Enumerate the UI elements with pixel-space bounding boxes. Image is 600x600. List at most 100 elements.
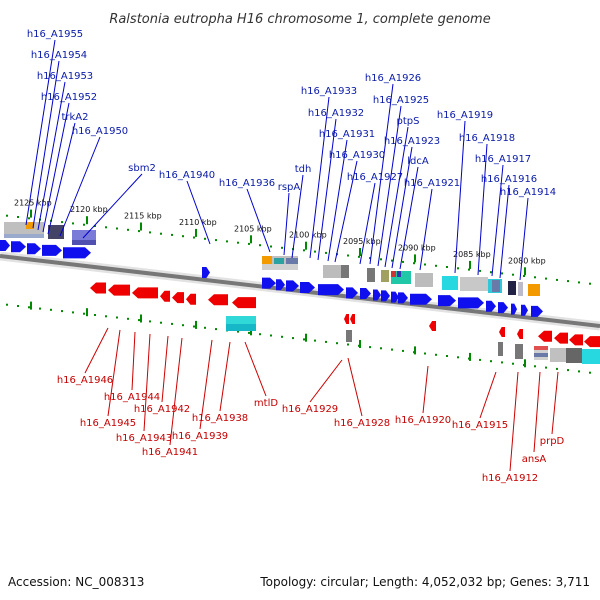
reverse-gene-arrow bbox=[186, 293, 196, 305]
tick-mark bbox=[182, 235, 184, 238]
tick-mark bbox=[237, 241, 239, 244]
scale-label: 2100 kbp bbox=[289, 231, 327, 240]
major-tick bbox=[250, 327, 252, 336]
leader-line bbox=[246, 188, 271, 253]
leader-line bbox=[199, 339, 213, 430]
leader-line bbox=[317, 118, 337, 261]
leader-line bbox=[477, 143, 488, 276]
scale-label: 2085 kbp bbox=[453, 250, 491, 259]
forward-gene-arrow bbox=[318, 284, 344, 296]
tick-mark bbox=[116, 316, 118, 319]
major-tick bbox=[86, 308, 88, 317]
scale-label: 2115 kbp bbox=[124, 212, 162, 221]
reverse-gene-arrow bbox=[172, 292, 184, 304]
feature-box bbox=[367, 268, 375, 282]
tick-mark bbox=[138, 319, 140, 322]
major-tick bbox=[524, 359, 526, 368]
forward-gene-arrow bbox=[360, 288, 371, 299]
forward-gene-arrow bbox=[410, 293, 432, 305]
major-tick bbox=[469, 352, 471, 361]
scale-label: 2105 kbp bbox=[234, 224, 272, 233]
forward-gene-arrow bbox=[0, 240, 10, 251]
forward-gene-arrow bbox=[276, 279, 285, 291]
gene-label: h16_A1920 bbox=[395, 415, 451, 426]
gene-label: h16_A1933 bbox=[301, 86, 357, 97]
leader-line bbox=[369, 83, 394, 265]
tick-mark bbox=[446, 266, 448, 268]
gene-label: h16_A1954 bbox=[31, 50, 87, 61]
scale-ticks-top bbox=[6, 214, 591, 285]
leader-line bbox=[219, 341, 231, 412]
feature-box bbox=[397, 271, 401, 277]
forward-gene-arrow bbox=[458, 297, 484, 309]
feature-box bbox=[582, 349, 600, 364]
major-tick bbox=[524, 267, 526, 276]
gene-label: h16_A1953 bbox=[37, 71, 93, 82]
major-tick bbox=[140, 222, 142, 231]
gene-label: tdh bbox=[295, 164, 312, 175]
tick-mark bbox=[237, 330, 239, 333]
major-tick bbox=[140, 314, 142, 323]
forward-gene-arrow bbox=[42, 244, 62, 256]
major-tick bbox=[305, 241, 307, 250]
major-tick bbox=[359, 248, 361, 256]
tick-mark bbox=[325, 340, 327, 343]
tick-mark bbox=[369, 346, 371, 349]
gene-label: h16_A1929 bbox=[282, 404, 338, 415]
tick-mark bbox=[391, 348, 393, 351]
forward-gene-arrow bbox=[63, 247, 91, 259]
tick-mark bbox=[303, 249, 305, 252]
gene-label: h16_A1945 bbox=[80, 418, 136, 429]
tick-mark bbox=[171, 322, 173, 325]
major-tick bbox=[414, 254, 416, 263]
gene-label: mtlD bbox=[254, 398, 278, 409]
feature-box bbox=[274, 258, 284, 264]
reverse-gene-arrow bbox=[569, 334, 583, 346]
feature-box bbox=[442, 276, 458, 290]
leader-line bbox=[309, 96, 330, 259]
forward-gene-arrow bbox=[486, 300, 496, 312]
feature-box bbox=[566, 348, 582, 363]
tick-mark bbox=[6, 303, 8, 306]
major-tick bbox=[195, 228, 197, 237]
major-tick bbox=[469, 260, 471, 269]
forward-gene-arrow bbox=[346, 287, 358, 299]
tick-mark bbox=[347, 254, 349, 257]
scale-label: 2125 kbp bbox=[14, 199, 52, 208]
gene-label: h16_A1952 bbox=[41, 92, 97, 103]
gene-label: h16_A1918 bbox=[459, 133, 515, 144]
forward-gene-arrow bbox=[11, 241, 26, 253]
scale-label: 2110 kbp bbox=[179, 218, 217, 227]
tick-mark bbox=[6, 214, 8, 217]
leader-line bbox=[327, 139, 348, 262]
tick-mark bbox=[215, 239, 217, 242]
tick-mark bbox=[193, 325, 195, 328]
leader-line bbox=[37, 81, 66, 231]
feature-box bbox=[534, 346, 548, 350]
leader-line bbox=[479, 371, 497, 419]
reverse-gene-arrow bbox=[538, 330, 552, 342]
leader-line bbox=[533, 371, 541, 453]
feature-box bbox=[262, 264, 298, 270]
feature-box bbox=[391, 271, 396, 277]
tick-mark bbox=[523, 275, 525, 277]
reverse-gene-arrow bbox=[517, 329, 523, 339]
tick-mark bbox=[424, 263, 426, 266]
tick-mark bbox=[61, 310, 63, 313]
gene-label: h16_A1912 bbox=[482, 473, 538, 484]
gene-label: ldcA bbox=[407, 156, 429, 167]
leader-line bbox=[59, 136, 101, 237]
tick-mark bbox=[116, 227, 118, 230]
tick-mark bbox=[512, 273, 514, 276]
reverse-gene-arrow bbox=[132, 287, 158, 299]
tick-mark bbox=[248, 242, 250, 245]
tick-mark bbox=[171, 233, 173, 236]
gene-label: h16_A1955 bbox=[27, 29, 83, 40]
tick-mark bbox=[402, 260, 404, 263]
tick-mark bbox=[369, 257, 371, 260]
gene-label: h16_A1926 bbox=[365, 73, 421, 84]
tick-mark bbox=[17, 216, 19, 218]
tick-mark bbox=[248, 331, 250, 334]
tick-mark bbox=[413, 262, 415, 265]
